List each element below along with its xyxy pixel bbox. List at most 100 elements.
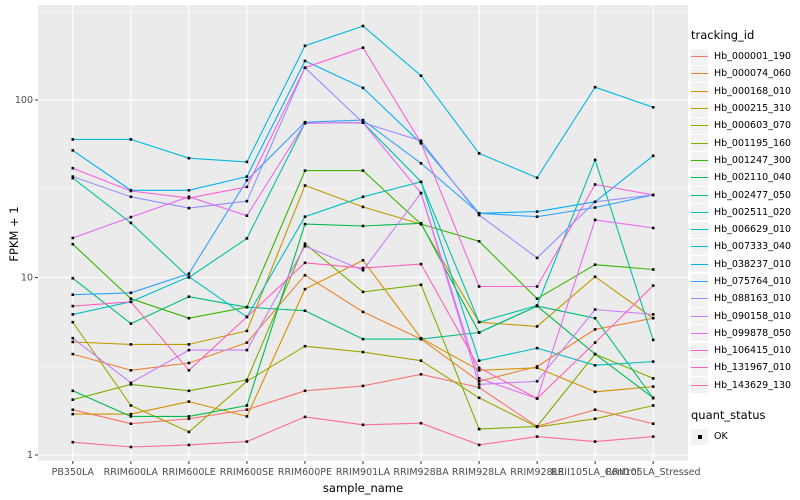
data-point-marker: [187, 400, 191, 403]
legend-item-label: Hb_000001_190: [714, 51, 792, 63]
data-point-marker: [419, 139, 423, 143]
y-tick-label: 10: [21, 273, 33, 284]
data-point-marker: [419, 191, 423, 195]
data-point-marker: [477, 212, 481, 215]
data-point-marker: [361, 118, 365, 122]
data-point-marker: [361, 121, 365, 124]
series-line-icon: [691, 246, 708, 248]
data-point-marker: [303, 344, 307, 348]
series-line-icon: [691, 281, 708, 282]
x-tick-label: RRIM928BA: [393, 467, 449, 478]
data-point-marker: [535, 304, 539, 307]
data-point-marker: [361, 266, 365, 270]
data-point-marker: [129, 412, 133, 416]
data-point-marker: [71, 293, 75, 296]
data-point-marker: [361, 169, 365, 172]
data-point-marker: [71, 320, 75, 324]
series-line-icon: [691, 263, 708, 265]
data-point-marker: [303, 59, 307, 63]
data-point-marker: [303, 215, 307, 218]
data-point-marker: [71, 440, 75, 444]
data-point-marker: [71, 166, 75, 170]
data-point-marker: [651, 422, 655, 425]
data-point-marker: [129, 297, 133, 300]
data-point-marker: [593, 440, 597, 443]
series-line-icon: [691, 332, 708, 334]
data-point-marker: [303, 244, 307, 248]
data-point-marker: [187, 430, 191, 434]
data-point-marker: [245, 380, 249, 383]
data-point-marker: [477, 377, 481, 380]
data-point-marker: [245, 160, 249, 164]
y-tick-label: 100: [15, 95, 33, 106]
data-point-marker: [419, 373, 423, 376]
data-point-marker: [361, 268, 365, 272]
data-point-marker: [651, 106, 655, 109]
series-color-swatch: [691, 169, 708, 186]
data-point-marker: [129, 343, 133, 346]
data-point-marker: [535, 435, 539, 438]
data-point-marker: [419, 262, 423, 266]
series-color-swatch: [691, 359, 708, 376]
legend-title-tracking-id: tracking_id: [691, 28, 755, 42]
legend-item-label: Hb_038237_010: [714, 258, 792, 270]
data-point-marker: [187, 348, 191, 352]
legend-item-label: Hb_001247_300: [714, 154, 792, 166]
data-point-marker: [593, 275, 597, 278]
data-point-marker: [593, 85, 597, 89]
data-point-marker: [245, 415, 249, 418]
data-point-marker: [419, 421, 423, 425]
data-point-marker: [129, 322, 133, 325]
data-point-marker: [71, 398, 75, 401]
data-point-marker: [71, 340, 75, 344]
data-point-marker: [419, 283, 423, 287]
ok-point-swatch: [691, 428, 708, 445]
data-point-marker: [303, 121, 307, 125]
legend-item: Hb_002477_050: [691, 186, 799, 204]
data-point-marker: [187, 295, 191, 298]
data-point-marker: [477, 443, 481, 447]
data-point-marker: [593, 316, 597, 320]
data-point-marker: [245, 315, 249, 319]
data-point-marker: [477, 331, 481, 334]
data-point-marker: [535, 256, 539, 260]
data-point-marker: [593, 408, 597, 411]
data-point-marker: [535, 346, 539, 350]
data-point-marker: [477, 152, 481, 155]
data-point-marker: [129, 221, 133, 225]
data-point-marker: [535, 397, 539, 400]
x-tick-label: RRII105LA_Control: [551, 467, 639, 478]
data-point-marker: [651, 385, 655, 388]
x-tick-label: RRIM928LE: [510, 467, 564, 478]
data-point-marker: [71, 389, 75, 393]
data-point-marker: [187, 443, 191, 447]
data-point-marker: [593, 206, 597, 209]
data-point-marker: [303, 169, 307, 172]
legend-item-label: Hb_131967_010: [714, 362, 792, 374]
data-point-marker: [419, 359, 423, 362]
legend-item-label: Hb_000215_310: [714, 103, 792, 115]
data-point-marker: [361, 224, 365, 228]
data-point-marker: [71, 313, 75, 316]
data-point-marker: [129, 381, 133, 385]
data-point-marker: [187, 275, 191, 278]
legend-item-label: Hb_000603_070: [714, 120, 792, 132]
data-point-marker: [593, 328, 597, 331]
legend-items: Hb_000001_190 Hb_000074_060 Hb_000168_010 H…: [691, 48, 799, 394]
series-line-icon: [691, 194, 708, 196]
data-point-marker: [303, 389, 307, 393]
x-tick-label: RRII105LA_Stressed: [606, 467, 701, 478]
data-point-marker: [187, 196, 191, 200]
series-color-swatch: [691, 117, 708, 134]
data-point-marker: [129, 383, 133, 386]
series-line-icon: [691, 56, 708, 58]
legend-item: Hb_000001_190: [691, 48, 799, 65]
legend-item-label: Hb_000168_010: [714, 85, 792, 97]
data-point-marker: [71, 149, 75, 152]
data-point-marker: [593, 183, 597, 186]
data-point-marker: [593, 364, 597, 367]
data-point-marker: [477, 386, 481, 389]
data-point-marker: [477, 240, 481, 243]
series-color-swatch: [691, 152, 708, 169]
